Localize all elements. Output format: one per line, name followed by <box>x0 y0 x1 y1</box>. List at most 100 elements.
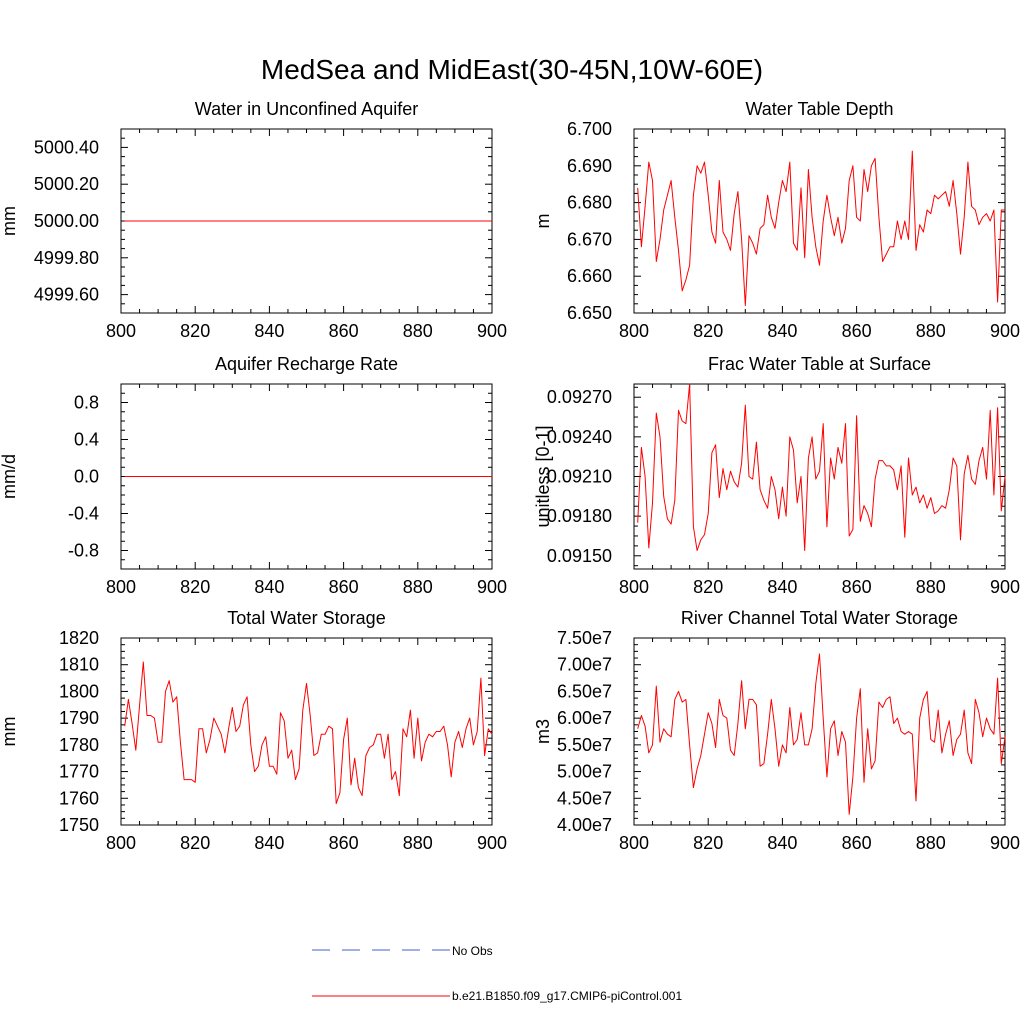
y-tick-label: 6.650 <box>567 303 612 323</box>
y-tick-label: 5.00e7 <box>557 762 612 782</box>
y-tick-label: 5.50e7 <box>557 735 612 755</box>
chart-panel-3: Aquifer Recharge Rate 800 820 840 860 880 900 -… <box>0 354 507 597</box>
x-tick-label: 800 <box>619 577 649 597</box>
x-tick-label: 820 <box>693 321 723 341</box>
y-tick-label: 0.09270 <box>547 387 612 407</box>
y-tick-label: 1770 <box>59 762 99 782</box>
x-tick-label: 900 <box>477 833 507 853</box>
y-tick-label: 4.00e7 <box>557 815 612 835</box>
y-axis-label: unitless [0-1] <box>533 425 553 527</box>
x-tick-label: 900 <box>990 321 1020 341</box>
x-tick-label: 820 <box>693 577 723 597</box>
y-axis-label: mm <box>0 206 19 236</box>
x-tick-label: 820 <box>180 577 210 597</box>
series-line <box>124 661 493 805</box>
y-tick-label: 6.50e7 <box>557 681 612 701</box>
x-tick-label: 800 <box>106 321 136 341</box>
chart-panel-6: River Channel Total Water Storage 800 820 8… <box>533 608 1020 853</box>
x-tick-label: 900 <box>477 577 507 597</box>
y-tick-label: 0.0 <box>74 467 99 487</box>
x-tick-label: 900 <box>990 833 1020 853</box>
series-line <box>637 150 1005 307</box>
legend: No Obs b.e21.B1850.f09_g17.CMIP6-piContr… <box>312 944 682 1003</box>
y-axis-label: mm/d <box>0 454 19 499</box>
x-tick-label: 880 <box>403 833 433 853</box>
x-tick-label: 860 <box>842 833 872 853</box>
panels: Water in Unconfined Aquifer 800 820 840 860 8… <box>0 99 1020 853</box>
legend-label-model: b.e21.B1850.f09_g17.CMIP6-piControl.001 <box>452 989 682 1003</box>
y-tick-label: 6.00e7 <box>557 708 612 728</box>
y-tick-label: 7.00e7 <box>557 655 612 675</box>
y-tick-label: 0.09150 <box>547 546 612 566</box>
y-tick-label: 6.690 <box>567 156 612 176</box>
y-tick-label: 5000.40 <box>34 137 99 157</box>
y-tick-label: -0.4 <box>68 504 99 524</box>
y-tick-label: 0.09210 <box>547 467 612 487</box>
x-tick-label: 840 <box>254 577 284 597</box>
x-tick-label: 820 <box>180 833 210 853</box>
y-tick-label: 1780 <box>59 735 99 755</box>
y-tick-label: 1820 <box>59 628 99 648</box>
y-tick-label: 4999.60 <box>34 285 99 305</box>
x-tick-label: 840 <box>767 577 797 597</box>
x-tick-label: 860 <box>329 577 359 597</box>
x-tick-label: 860 <box>842 577 872 597</box>
chart-panel-2: Water Table Depth 800 820 840 860 880 900 6.650… <box>533 99 1020 341</box>
x-tick-label: 880 <box>916 833 946 853</box>
y-tick-label: 0.09240 <box>547 427 612 447</box>
y-tick-label: 5000.00 <box>34 211 99 231</box>
plot-frame <box>633 637 1006 826</box>
y-tick-label: 6.670 <box>567 229 612 249</box>
panel-title: Water in Unconfined Aquifer <box>195 99 418 119</box>
chart-panel-4: Frac Water Table at Surface 800 820 840 860 8… <box>533 354 1020 597</box>
y-tick-label: 6.660 <box>567 266 612 286</box>
x-tick-label: 880 <box>403 321 433 341</box>
x-tick-label: 800 <box>106 577 136 597</box>
x-tick-label: 880 <box>916 321 946 341</box>
y-axis-label: m3 <box>533 719 553 744</box>
y-axis-label: m <box>533 214 553 229</box>
y-tick-label: 6.700 <box>567 119 612 139</box>
y-tick-label: 0.4 <box>74 430 99 450</box>
y-tick-label: 1790 <box>59 708 99 728</box>
plot-frame <box>633 128 1006 314</box>
panel-title: Frac Water Table at Surface <box>708 354 931 374</box>
y-tick-label: 6.680 <box>567 193 612 213</box>
x-tick-label: 800 <box>106 833 136 853</box>
x-tick-label: 900 <box>477 321 507 341</box>
x-tick-label: 900 <box>990 577 1020 597</box>
figure-title: MedSea and MidEast(30-45N,10W-60E) <box>261 54 763 85</box>
series-line <box>637 653 1006 815</box>
chart-panel-1: Water in Unconfined Aquifer 800 820 840 860 8… <box>0 99 507 341</box>
plot-frame <box>633 383 1006 570</box>
panel-title: River Channel Total Water Storage <box>681 608 958 628</box>
panel-title: Aquifer Recharge Rate <box>215 354 398 374</box>
x-tick-label: 860 <box>329 321 359 341</box>
y-tick-label: 1750 <box>59 815 99 835</box>
x-tick-label: 860 <box>329 833 359 853</box>
x-tick-label: 860 <box>842 321 872 341</box>
y-tick-label: 5000.20 <box>34 174 99 194</box>
y-tick-label: 4999.80 <box>34 248 99 268</box>
x-tick-label: 840 <box>254 321 284 341</box>
y-tick-label: -0.8 <box>68 541 99 561</box>
y-axis-label: mm <box>0 717 19 747</box>
y-tick-label: 1810 <box>59 655 99 675</box>
x-tick-label: 820 <box>693 833 723 853</box>
x-tick-label: 840 <box>254 833 284 853</box>
panel-title: Total Water Storage <box>227 608 385 628</box>
panel-title: Water Table Depth <box>745 99 893 119</box>
legend-label-obs: No Obs <box>452 944 493 958</box>
legend-entry-obs: No Obs <box>312 944 493 958</box>
chart-panel-5: Total Water Storage 800 820 840 860 880 900 175… <box>0 608 507 853</box>
y-tick-label: 1760 <box>59 788 99 808</box>
y-tick-label: 1800 <box>59 681 99 701</box>
x-tick-label: 880 <box>916 577 946 597</box>
y-tick-label: 0.09180 <box>547 506 612 526</box>
y-tick-label: 4.50e7 <box>557 788 612 808</box>
x-tick-label: 840 <box>767 321 797 341</box>
x-tick-label: 800 <box>619 321 649 341</box>
legend-entry-model: b.e21.B1850.f09_g17.CMIP6-piControl.001 <box>312 989 682 1003</box>
y-tick-label: 7.50e7 <box>557 628 612 648</box>
